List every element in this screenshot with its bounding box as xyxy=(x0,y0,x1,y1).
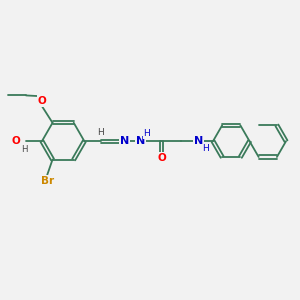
Text: H: H xyxy=(97,128,104,137)
Text: N: N xyxy=(120,136,129,146)
Text: N: N xyxy=(136,136,145,146)
Text: O: O xyxy=(157,153,166,163)
Text: H: H xyxy=(21,145,28,154)
Text: O: O xyxy=(38,96,46,106)
Text: N: N xyxy=(194,136,203,146)
Text: H: H xyxy=(202,144,209,153)
Text: H: H xyxy=(143,129,150,138)
Text: O: O xyxy=(12,136,20,146)
Text: Br: Br xyxy=(41,176,54,186)
